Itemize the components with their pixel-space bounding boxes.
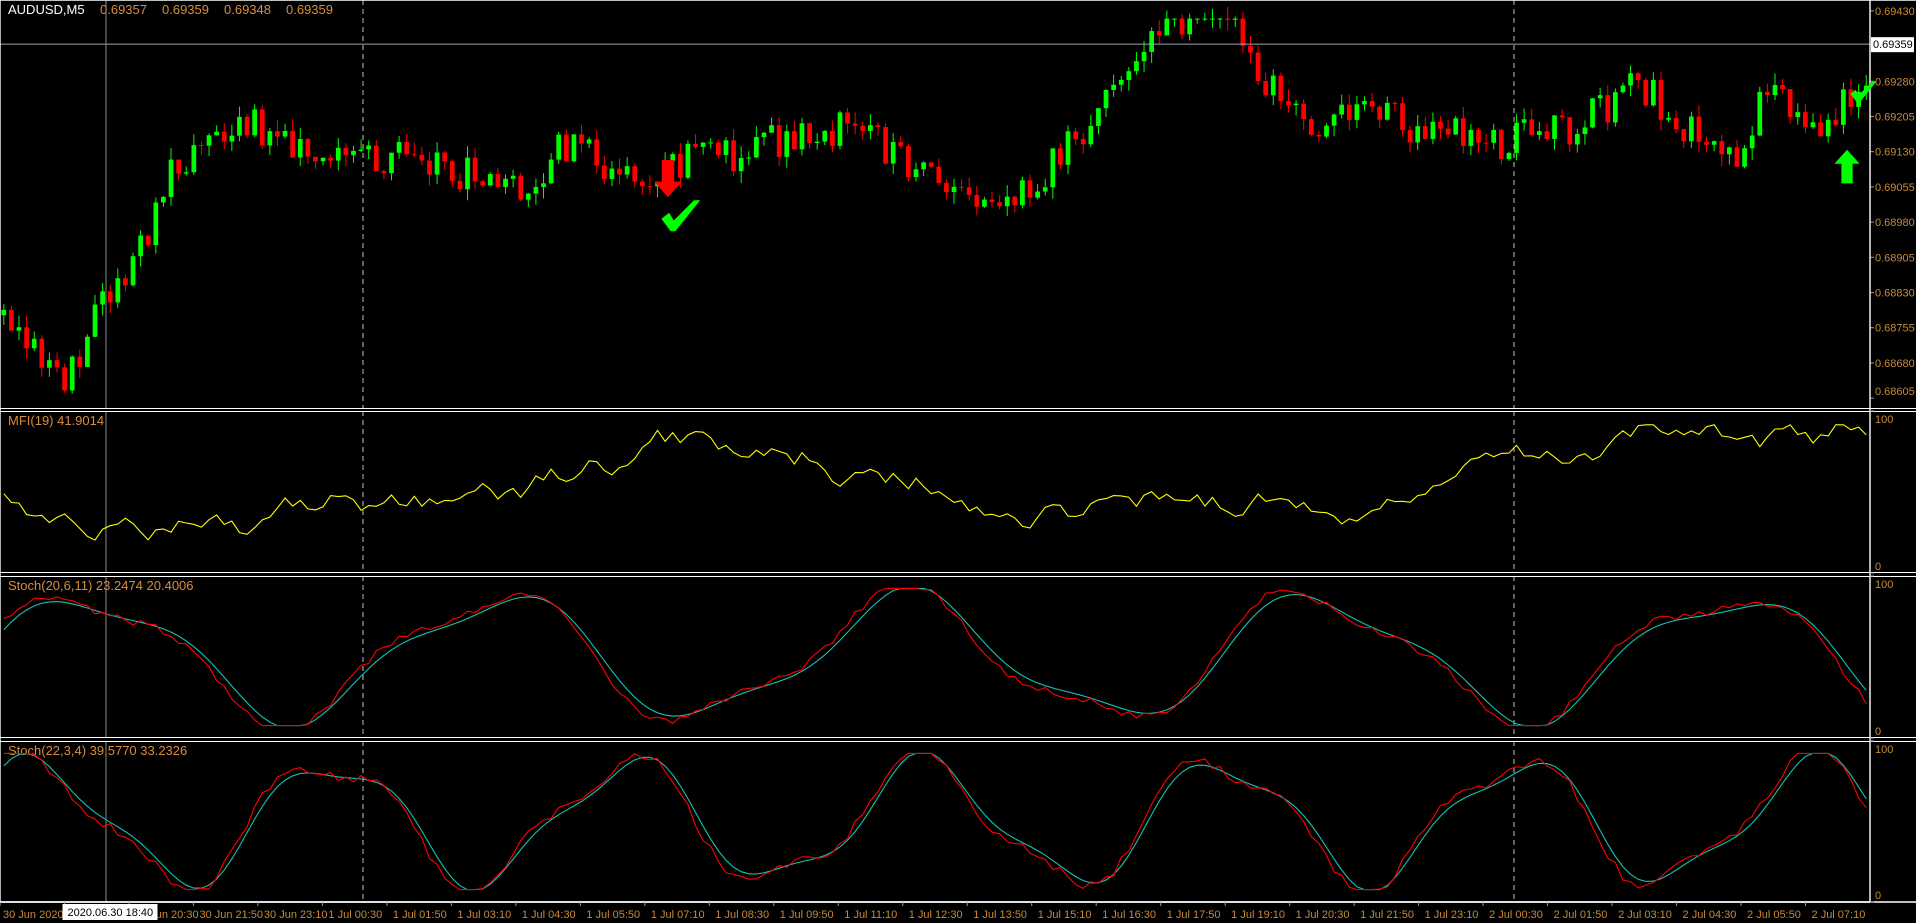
svg-text:1 Jul 01:50: 1 Jul 01:50 xyxy=(393,909,447,921)
svg-text:0: 0 xyxy=(1875,726,1881,738)
svg-text:0.68980: 0.68980 xyxy=(1875,217,1915,229)
svg-text:2 Jul 01:50: 2 Jul 01:50 xyxy=(1554,909,1608,921)
svg-text:1 Jul 03:10: 1 Jul 03:10 xyxy=(457,909,511,921)
svg-text:1 Jul 19:10: 1 Jul 19:10 xyxy=(1231,909,1285,921)
svg-text:0.68755: 0.68755 xyxy=(1875,323,1915,335)
svg-text:1 Jul 08:30: 1 Jul 08:30 xyxy=(715,909,769,921)
svg-text:0.69359: 0.69359 xyxy=(286,2,333,17)
svg-text:0.68680: 0.68680 xyxy=(1875,358,1915,370)
svg-text:2 Jul 00:30: 2 Jul 00:30 xyxy=(1489,909,1543,921)
svg-text:2 Jul 05:50: 2 Jul 05:50 xyxy=(1747,909,1801,921)
svg-text:100: 100 xyxy=(1875,744,1893,756)
svg-text:MFI(19) 41.9014: MFI(19) 41.9014 xyxy=(8,413,104,428)
svg-text:0.69359: 0.69359 xyxy=(1873,39,1913,51)
svg-text:1 Jul 15:10: 1 Jul 15:10 xyxy=(1038,909,1092,921)
svg-text:0.69280: 0.69280 xyxy=(1875,76,1915,88)
svg-text:1 Jul 09:50: 1 Jul 09:50 xyxy=(780,909,834,921)
svg-text:1 Jul 21:50: 1 Jul 21:50 xyxy=(1360,909,1414,921)
svg-text:1 Jul 05:50: 1 Jul 05:50 xyxy=(586,909,640,921)
svg-text:0.69130: 0.69130 xyxy=(1875,147,1915,159)
svg-text:1 Jul 20:30: 1 Jul 20:30 xyxy=(1296,909,1350,921)
svg-text:2020.06.30 18:40: 2020.06.30 18:40 xyxy=(67,907,153,919)
svg-text:1 Jul 07:10: 1 Jul 07:10 xyxy=(651,909,705,921)
svg-text:0.68605: 0.68605 xyxy=(1875,386,1915,398)
svg-text:0: 0 xyxy=(1875,561,1881,573)
svg-text:30 Jun 2020: 30 Jun 2020 xyxy=(3,909,64,921)
svg-text:2 Jul 03:10: 2 Jul 03:10 xyxy=(1618,909,1672,921)
svg-text:30 Jun 21:50: 30 Jun 21:50 xyxy=(199,909,263,921)
svg-text:0.69205: 0.69205 xyxy=(1875,111,1915,123)
svg-text:0.68905: 0.68905 xyxy=(1875,252,1915,264)
svg-text:100: 100 xyxy=(1875,579,1893,591)
svg-text:2 Jul 07:10: 2 Jul 07:10 xyxy=(1812,909,1866,921)
svg-text:0: 0 xyxy=(1875,890,1881,902)
svg-text:1 Jul 16:30: 1 Jul 16:30 xyxy=(1102,909,1156,921)
svg-text:100: 100 xyxy=(1875,414,1893,426)
svg-text:Stoch(20,6,11) 23.2474 20.4006: Stoch(20,6,11) 23.2474 20.4006 xyxy=(8,578,194,593)
svg-text:0.68830: 0.68830 xyxy=(1875,288,1915,300)
svg-text:30 Jun 23:10: 30 Jun 23:10 xyxy=(264,909,328,921)
svg-text:0.69357: 0.69357 xyxy=(100,2,147,17)
svg-text:2 Jul 04:30: 2 Jul 04:30 xyxy=(1683,909,1737,921)
svg-text:1 Jul 12:30: 1 Jul 12:30 xyxy=(909,909,963,921)
svg-text:1 Jul 11:10: 1 Jul 11:10 xyxy=(844,909,897,921)
svg-text:1 Jul 23:10: 1 Jul 23:10 xyxy=(1425,909,1479,921)
svg-text:AUDUSD,M5: AUDUSD,M5 xyxy=(8,2,85,17)
svg-text:1 Jul 17:50: 1 Jul 17:50 xyxy=(1167,909,1221,921)
svg-text:0.69430: 0.69430 xyxy=(1875,6,1915,18)
svg-text:1 Jul 04:30: 1 Jul 04:30 xyxy=(522,909,576,921)
svg-text:1 Jul 13:50: 1 Jul 13:50 xyxy=(973,909,1027,921)
svg-text:0.69055: 0.69055 xyxy=(1875,182,1915,194)
svg-text:0.69348: 0.69348 xyxy=(224,2,271,17)
svg-text:1 Jul 00:30: 1 Jul 00:30 xyxy=(328,909,382,921)
svg-text:0.69359: 0.69359 xyxy=(162,2,209,17)
